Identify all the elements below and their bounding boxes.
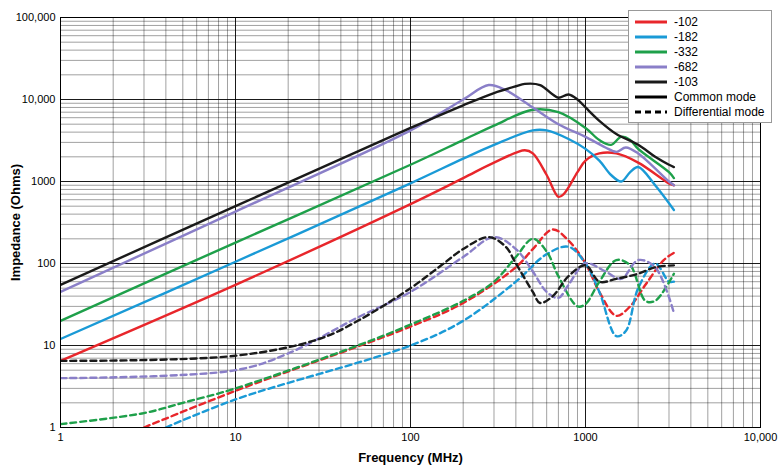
html-text:-182: -182 [674,29,698,44]
svg-text:Impedance (Ohms): Impedance (Ohms) [8,164,23,281]
svg-text:1000: 1000 [573,431,597,443]
html-text:-102: -102 [674,14,698,29]
html-text:-332: -332 [674,44,698,59]
svg-text:10: 10 [229,431,241,443]
html-text:Differential mode: Differential mode [674,104,765,119]
svg-text:100,000: 100,000 [16,11,56,23]
svg-text:1000: 1000 [31,175,55,187]
svg-text:1: 1 [57,431,63,443]
html-text:-682: -682 [674,59,698,74]
svg-text:10,000: 10,000 [744,431,778,443]
svg-text:100: 100 [37,257,55,269]
svg-text:100: 100 [401,431,419,443]
svg-text:10: 10 [43,339,55,351]
svg-text:10,000: 10,000 [22,93,56,105]
svg-text:Frequency (MHz): Frequency (MHz) [358,450,463,465]
html-text:-103: -103 [674,74,698,89]
svg-text:1: 1 [49,421,55,433]
html-text:Common mode: Common mode [674,89,756,104]
